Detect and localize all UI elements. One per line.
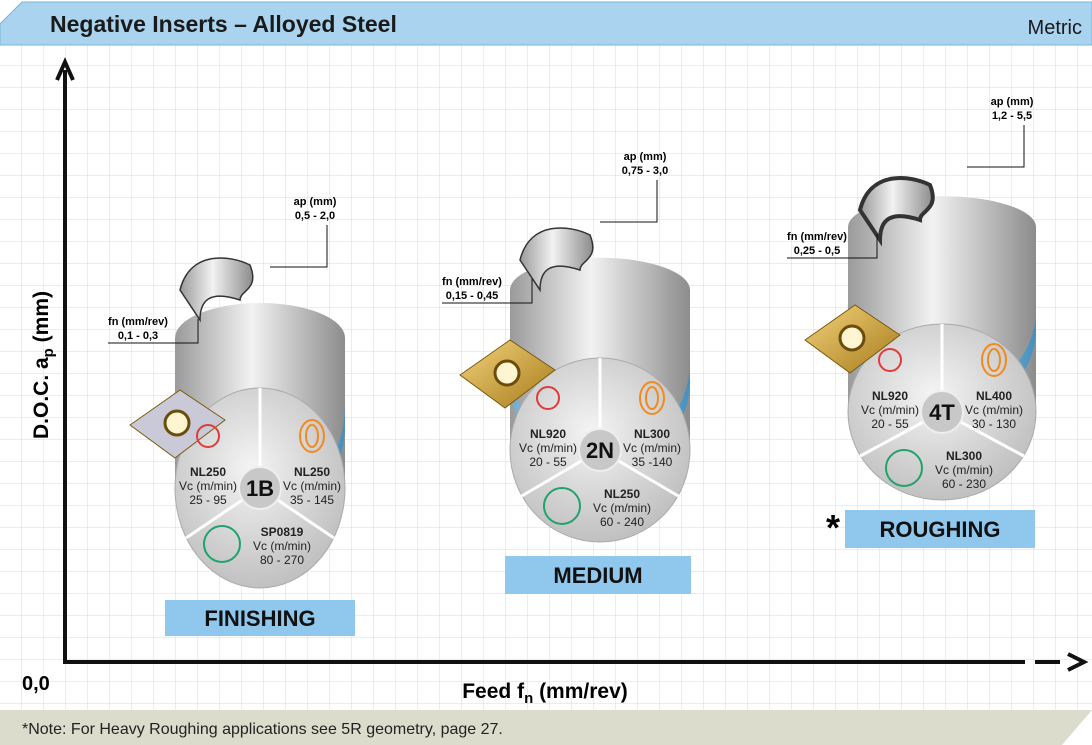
category-label: ROUGHING <box>880 517 1001 542</box>
grade-unit: Vc (m/min) <box>283 479 341 493</box>
grade-icon <box>885 449 923 487</box>
category-box <box>845 510 1035 548</box>
header-unit: Metric <box>1028 17 1082 39</box>
grade-range: 20 - 55 <box>529 455 567 469</box>
footer-note: *Note: For Heavy Roughing applications s… <box>22 721 503 738</box>
grade-range: 20 - 55 <box>871 417 909 431</box>
grade-range: 30 - 130 <box>972 417 1016 431</box>
grade-icon <box>639 381 665 415</box>
grade-unit: Vc (m/min) <box>861 403 919 417</box>
grade-range: 80 - 270 <box>260 553 304 567</box>
grade-name: NL300 <box>946 449 982 463</box>
grade-name: NL250 <box>294 465 330 479</box>
fn-value: 0,1 - 0,3 <box>118 330 158 342</box>
grade-icon <box>305 424 319 448</box>
code-badge <box>578 428 622 472</box>
footer-bar <box>0 710 1092 745</box>
x-axis-label: Feed fn (mm/rev) <box>462 680 628 707</box>
y-axis-label: D.O.C. ap (mm) <box>30 291 57 439</box>
insert-hole <box>493 359 521 387</box>
ap-label: ap (mm) <box>294 196 337 208</box>
grade-unit: Vc (m/min) <box>965 403 1023 417</box>
grade-icon <box>299 419 325 453</box>
grade-unit: Vc (m/min) <box>935 463 993 477</box>
grade-unit: Vc (m/min) <box>179 479 237 493</box>
ap-leader <box>600 180 658 223</box>
grade-name: NL920 <box>872 389 908 403</box>
grade-unit: Vc (m/min) <box>253 539 311 553</box>
fn-value: 0,25 - 0,5 <box>794 245 840 257</box>
grade-icon <box>987 348 1001 372</box>
geometry-code: 4T <box>929 400 955 425</box>
grade-name: NL920 <box>530 427 566 441</box>
grade-icon <box>981 343 1007 377</box>
code-badge <box>920 390 964 434</box>
fn-leader <box>108 319 199 344</box>
ap-value: 1,2 - 5,5 <box>992 110 1032 122</box>
ap-label: ap (mm) <box>991 96 1034 108</box>
code-badge <box>238 466 282 510</box>
header-title: Negative Inserts – Alloyed Steel <box>50 11 397 37</box>
grade-icon <box>645 386 659 410</box>
category-label: FINISHING <box>204 606 315 631</box>
geometry-code: 2N <box>586 438 614 463</box>
chip <box>519 227 594 293</box>
grade-icon <box>203 525 241 563</box>
grade-name: NL300 <box>634 427 670 441</box>
chip <box>179 257 254 323</box>
fn-value: 0,15 - 0,45 <box>446 290 499 302</box>
category-label: MEDIUM <box>553 563 642 588</box>
ap-leader <box>967 125 1025 168</box>
grade-range: 60 - 230 <box>942 477 986 491</box>
origin-label: 0,0 <box>22 673 50 695</box>
grade-name: NL250 <box>190 465 226 479</box>
fn-label: fn (mm/rev) <box>108 316 168 328</box>
grade-name: SP0819 <box>261 525 304 539</box>
geometry-code: 1B <box>246 476 274 501</box>
grade-unit: Vc (m/min) <box>623 441 681 455</box>
grade-range: 35 -140 <box>632 455 673 469</box>
grade-range: 35 - 145 <box>290 493 334 507</box>
grade-range: 25 - 95 <box>189 493 227 507</box>
grade-icon <box>196 424 220 448</box>
grade-unit: Vc (m/min) <box>593 501 651 515</box>
chip <box>857 175 935 247</box>
category-box <box>505 556 691 594</box>
axes <box>55 57 1089 672</box>
grade-icon <box>543 487 581 525</box>
grade-unit: Vc (m/min) <box>519 441 577 455</box>
insert-hole <box>163 409 191 437</box>
grade-range: 60 - 240 <box>600 515 644 529</box>
category-box <box>165 600 355 636</box>
header-bar <box>0 1 1092 46</box>
ap-value: 0,5 - 2,0 <box>295 210 335 222</box>
grade-name: NL250 <box>604 487 640 501</box>
grade-icon <box>536 386 560 410</box>
ap-value: 0,75 - 3,0 <box>622 165 668 177</box>
fn-label: fn (mm/rev) <box>442 276 502 288</box>
fn-leader <box>787 234 878 259</box>
fn-label: fn (mm/rev) <box>787 231 847 243</box>
grade-icon <box>878 348 902 372</box>
insert-hole <box>838 324 866 352</box>
grade-name: NL400 <box>976 389 1012 403</box>
ap-leader <box>270 225 328 268</box>
category-marker: * <box>826 507 840 548</box>
ap-label: ap (mm) <box>624 151 667 163</box>
fn-leader <box>442 279 533 304</box>
